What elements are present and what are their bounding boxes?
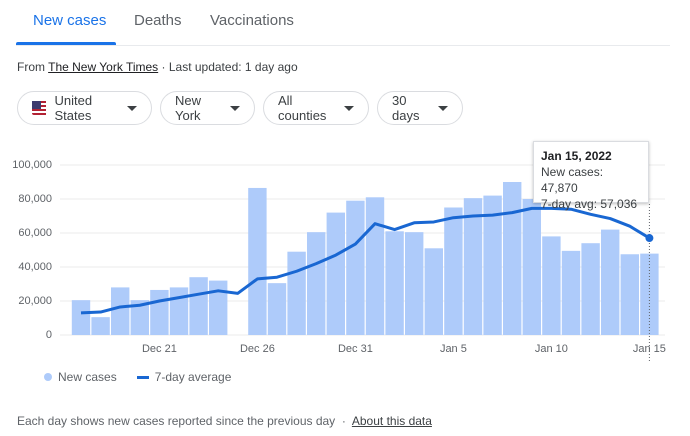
bar bbox=[111, 287, 130, 335]
tab[interactable]: New cases bbox=[33, 12, 107, 29]
footer-link[interactable]: About this data bbox=[351, 414, 432, 428]
filter-label: New York bbox=[175, 93, 202, 123]
y-tick-label: 20,000 bbox=[18, 295, 52, 307]
filter-label: 30 days bbox=[392, 93, 420, 123]
bar bbox=[248, 187, 267, 335]
updated: · Last updated: 1 day ago bbox=[161, 60, 298, 74]
y-tick-label: 0 bbox=[46, 329, 52, 341]
footer: Each day shows new cases reported since … bbox=[17, 414, 432, 428]
filter[interactable]: 30 days bbox=[377, 91, 463, 125]
bar bbox=[91, 317, 110, 335]
bar bbox=[581, 243, 600, 335]
filter-label: All counties bbox=[278, 93, 327, 123]
x-tick-label: Dec 26 bbox=[240, 343, 275, 355]
bar bbox=[130, 300, 149, 335]
chart: 0 20,000 40,000 60,000 80,000 100,000 Dec 21 De… bbox=[12, 159, 666, 362]
bar bbox=[365, 197, 385, 335]
filter-label: United States bbox=[54, 93, 93, 123]
divider bbox=[16, 45, 670, 46]
caret bbox=[438, 105, 448, 111]
bar bbox=[620, 254, 639, 335]
legend-label: New cases bbox=[58, 370, 117, 384]
tooltip-line: New cases: 47,870 bbox=[541, 165, 604, 195]
x-tick-label: Jan 5 bbox=[440, 343, 467, 355]
bar bbox=[561, 250, 581, 335]
flag-icon bbox=[32, 101, 47, 115]
bar bbox=[287, 251, 306, 335]
tooltip-title: Jan 15, 2022 bbox=[541, 149, 612, 163]
bar bbox=[424, 248, 443, 335]
tooltip: Jan 15, 2022 New cases: 47,870 7-day avg… bbox=[533, 141, 649, 211]
bar bbox=[385, 231, 404, 335]
highlight-point bbox=[645, 234, 654, 243]
bar bbox=[522, 199, 541, 335]
bar bbox=[267, 283, 287, 335]
y-tick-label: 60,000 bbox=[18, 227, 52, 239]
bar bbox=[307, 232, 326, 335]
filter[interactable]: New York bbox=[160, 91, 255, 125]
source-link[interactable]: The New York Times bbox=[48, 60, 159, 74]
bar bbox=[150, 289, 169, 335]
bar bbox=[189, 277, 208, 335]
legend-item: New cases bbox=[44, 370, 117, 384]
source-prefix: From bbox=[17, 60, 45, 74]
tooltip-line: 7-day avg: 57,036 bbox=[541, 197, 638, 211]
y-tick-label: 40,000 bbox=[18, 261, 52, 273]
caret bbox=[127, 105, 137, 111]
bar bbox=[483, 195, 502, 335]
caret bbox=[230, 105, 240, 111]
separator: · bbox=[341, 414, 346, 428]
legend-label: 7-day average bbox=[154, 370, 232, 384]
y-tick-label: 80,000 bbox=[18, 193, 52, 205]
x-tick-label: Dec 21 bbox=[142, 343, 177, 355]
bar bbox=[326, 212, 345, 335]
bar bbox=[463, 198, 483, 335]
legend: New cases 7-day average bbox=[44, 370, 231, 384]
x-tick-label: Jan 10 bbox=[535, 343, 568, 355]
bar bbox=[71, 300, 91, 335]
x-tick-label: Dec 31 bbox=[338, 343, 373, 355]
footer-text: Each day shows new cases reported since … bbox=[17, 414, 336, 428]
bar bbox=[542, 236, 561, 335]
tab[interactable]: Vaccinations bbox=[210, 12, 294, 29]
bar bbox=[601, 229, 620, 335]
bar bbox=[169, 287, 189, 335]
caret bbox=[344, 105, 354, 111]
line bbox=[80, 206, 651, 315]
legend-swatch bbox=[136, 375, 149, 379]
legend-swatch bbox=[44, 373, 52, 381]
bar bbox=[346, 200, 365, 335]
legend-item: 7-day average bbox=[136, 370, 232, 384]
filter[interactable]: All counties bbox=[263, 91, 369, 125]
source: From The New York Times · Last updated: … bbox=[17, 60, 298, 74]
tab[interactable]: Deaths bbox=[134, 12, 182, 29]
tab-indicator bbox=[16, 42, 116, 45]
bar bbox=[209, 280, 228, 335]
bar bbox=[444, 207, 463, 335]
bar bbox=[503, 182, 522, 335]
filter[interactable]: United States bbox=[17, 91, 152, 125]
bar bbox=[405, 232, 424, 335]
y-tick-label: 100,000 bbox=[12, 159, 52, 171]
